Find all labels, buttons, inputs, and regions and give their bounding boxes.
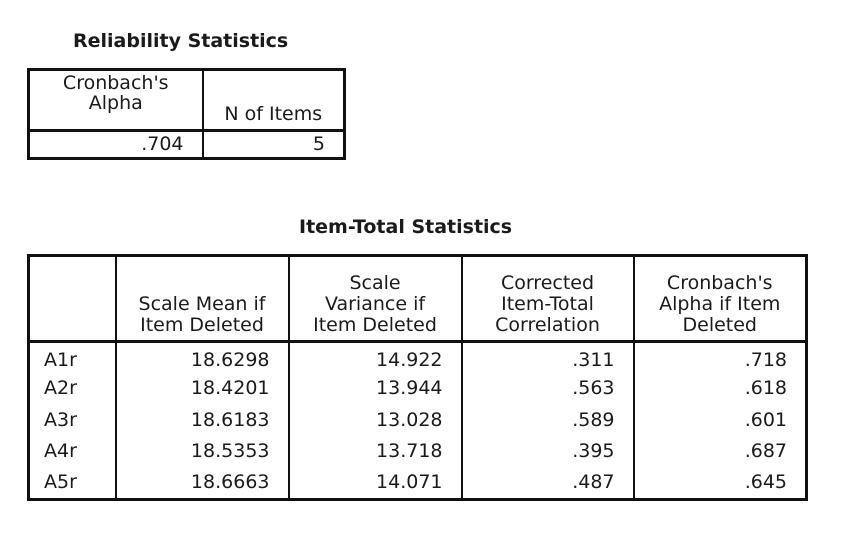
header-cronbachs-alpha: Cronbach's Alpha: [28, 69, 204, 132]
header-corner: [28, 255, 116, 343]
row-label: A1r: [28, 341, 117, 373]
table-cell: .601: [632, 404, 807, 436]
table-cell: .645: [632, 467, 807, 499]
row-label: A3r: [28, 404, 117, 436]
header-line: Item Deleted: [140, 314, 264, 336]
table-cell: 18.6298: [190, 348, 270, 371]
header-line: Alpha: [88, 92, 143, 114]
row-label: A5r: [28, 467, 117, 499]
table-cell: 13.028: [287, 404, 462, 436]
header-n-of-items: N of Items: [202, 69, 345, 132]
table-cell: .395: [460, 436, 634, 468]
header-line: Cronbach's: [666, 272, 773, 294]
table-row: A5r 18.6663 14.071.487.645: [28, 467, 807, 499]
header-line: Item-Total: [501, 293, 594, 315]
item-total-statistics-table: Scale Mean if Item Deleted Scale Variance i…: [27, 254, 808, 501]
table-cell: .487: [460, 467, 634, 499]
header-line: Corrected: [500, 272, 595, 294]
column-header: Scale Mean if Item Deleted: [114, 255, 289, 343]
row-label: A2r: [28, 373, 117, 405]
table-cell: 13.944: [287, 373, 462, 405]
table-row: A2r 18.4201 13.944.563.618: [28, 373, 807, 405]
header-line: Cronbach's: [62, 72, 169, 94]
header-line: Alpha if Item: [659, 293, 781, 315]
table-row: A1r 18.6298 14.922.311.718: [28, 341, 807, 373]
table-cell: 18.4201: [190, 377, 270, 400]
table-cell: .718: [632, 341, 807, 373]
column-header: Scale Variance if Item Deleted: [287, 255, 462, 343]
table-cell: 14.071: [287, 467, 462, 499]
table-cell: 14.922: [287, 341, 462, 373]
header-line: Scale: [349, 272, 401, 294]
header-line: Item Deleted: [313, 314, 437, 336]
item-header-row: Scale Mean if Item Deleted Scale Variance i…: [28, 255, 807, 343]
table-row: A4r 18.5353 13.718.395.687: [28, 436, 807, 468]
column-header: Cronbach's Alpha if Item Deleted: [632, 255, 807, 343]
table-row: A3r 18.6183 13.028.589.601: [28, 404, 807, 436]
cronbachs-alpha-value: .704: [28, 130, 204, 159]
reliability-header-row: Cronbach's Alpha N of Items: [28, 69, 345, 132]
n-of-items-value: 5: [312, 133, 325, 155]
table-cell: 18.6183: [190, 408, 270, 431]
table-cell: .618: [632, 373, 807, 405]
item-total-statistics-title: Item-Total Statistics: [299, 216, 513, 238]
table-cell: 13.718: [287, 436, 462, 468]
header-line: Variance if: [324, 293, 426, 315]
table-cell: 18.5353: [190, 440, 270, 463]
table-cell: .589: [460, 404, 634, 436]
column-header: Corrected Item-Total Correlation: [460, 255, 634, 343]
header-line: Deleted: [682, 314, 758, 336]
header-line: Scale Mean if: [138, 293, 266, 315]
reliability-statistics-title: Reliability Statistics: [73, 30, 289, 52]
reliability-statistics-table: Cronbach's Alpha N of Items .704 5: [27, 68, 346, 160]
row-label: A4r: [28, 436, 117, 468]
table-cell: .563: [460, 373, 634, 405]
header-line: Correlation: [495, 314, 600, 336]
table-cell: .687: [632, 436, 807, 468]
table-cell: 18.6663: [190, 471, 270, 493]
table-cell: .311: [460, 341, 634, 373]
reliability-value-row: .704 5: [28, 130, 345, 159]
